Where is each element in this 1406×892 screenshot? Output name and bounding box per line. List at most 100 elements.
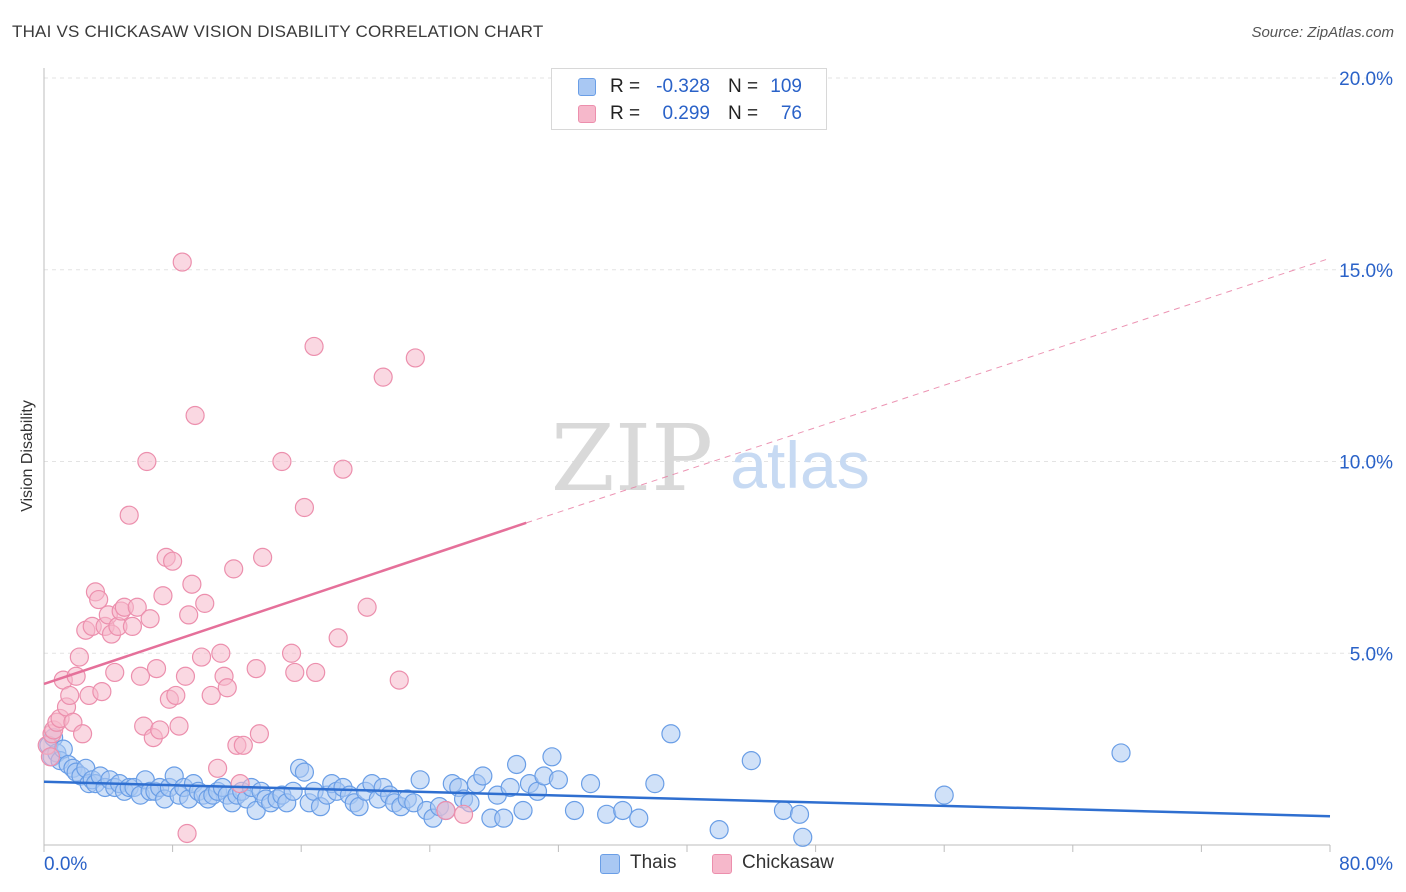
n-value: 109 [770,76,802,97]
chickasaw-point [306,662,326,683]
chickasaw-point [127,597,147,617]
chickasaw-point [436,800,456,821]
thais-point [661,724,681,744]
chickasaw-point [294,497,315,518]
watermark-atlas: atlas [730,428,869,502]
chickasaw-point [208,758,228,778]
thais-point [629,808,649,828]
thais-point [789,804,810,824]
r-label: R = [610,76,641,97]
chickasaw-point [179,605,199,625]
chickasaw-point [281,643,302,663]
chickasaw-point [333,459,353,479]
chickasaw-point [140,609,160,629]
thais-point [793,827,813,847]
chickasaw-point [92,681,112,702]
axes [43,68,1331,852]
thais-point [580,774,601,794]
chickasaw-point [137,451,157,472]
chickasaw-point [405,348,425,368]
chickasaw-point [272,451,292,472]
thais-point [934,785,954,805]
y-tick-label: 15.0% [1339,261,1393,282]
chickasaw-point [89,589,109,610]
y-tick-label: 10.0% [1339,453,1393,474]
chart-title: THAI VS CHICKASAW VISION DISABILITY CORR… [12,22,544,41]
thais-point [1111,743,1131,763]
chickasaw-point [328,628,348,648]
chickasaw-point [389,670,409,690]
chickasaw-point [249,724,270,744]
thais-point [410,770,430,790]
chickasaw-swatch [712,854,732,874]
watermark-zip: ZIP [551,405,713,512]
chickasaw-point [373,367,393,387]
r-value: -0.328 [656,76,710,97]
legend-label-chickasaw: Chickasaw [742,852,834,873]
chickasaw-point [285,662,305,683]
r-label: R = [610,103,641,124]
chickasaw-point [357,597,377,617]
chickasaw-point [119,505,139,525]
thais-point [500,777,520,798]
chickasaw-point [195,593,215,613]
thais-point [597,804,617,824]
legend-label-thais: Thais [630,852,677,873]
chickasaw-point [453,804,474,824]
chickasaw-point [122,616,143,637]
thais-point [773,800,794,821]
chickasaw-point [224,559,244,579]
n-label: N = [728,103,759,124]
chickasaw-point [163,551,183,571]
thais-point [613,800,633,821]
chickasaw-point [230,774,250,794]
thais-point [741,751,761,771]
chickasaw-swatch [578,105,596,123]
chickasaw-point [69,647,89,667]
thais-swatch [600,854,620,874]
chickasaw-point [150,720,170,740]
tick-labels: 5.0% 10.0% 15.0% 20.0% 0.0% 80.0% [44,69,1393,875]
thais-point [294,762,315,782]
chickasaw-point [175,666,196,686]
thais-point [548,770,569,790]
y-tick-label: 20.0% [1339,69,1393,90]
thais-trend-line [43,780,1331,818]
grid-lines [44,77,1392,654]
chickasaw-point [304,336,324,357]
chickasaw-point [177,823,197,844]
legend-row-thais: R = -0.328 N = 109 [552,75,828,101]
n-value: 76 [780,103,802,124]
chickasaw-trend-line [43,521,527,686]
chickasaw-points [37,252,474,844]
chickasaw-point [146,658,167,679]
thais-point [542,747,562,767]
source-label: Source: ZipAtlas.com [1251,24,1394,41]
thais-point [494,808,514,828]
thais-point [507,754,527,775]
thais-point [645,774,665,794]
thais-point [564,800,585,821]
chickasaw-point [253,547,273,567]
stats-legend: R = -0.328 N = 109 R = 0.299 N = 76 [551,68,827,130]
chickasaw-point [191,647,212,667]
thais-point [709,820,729,840]
chickasaw-point [60,685,80,706]
thais-point [473,766,493,786]
n-label: N = [728,76,759,97]
chickasaw-point [172,252,192,272]
chickasaw-trend-extension [526,257,1331,524]
y-tick-label: 5.0% [1350,644,1393,665]
chickasaw-point [72,724,93,744]
chickasaw-point [217,678,237,698]
chickasaw-point [201,685,221,706]
chickasaw-point [211,643,231,663]
thais-point [513,800,533,821]
x-tick-label: 0.0% [44,854,87,875]
legend-row-chickasaw: R = 0.299 N = 76 [552,102,828,128]
chickasaw-point [169,716,189,736]
thais-point [283,781,303,801]
x-tick-label: 80.0% [1339,854,1393,875]
watermark: ZIP atlas [551,405,870,512]
